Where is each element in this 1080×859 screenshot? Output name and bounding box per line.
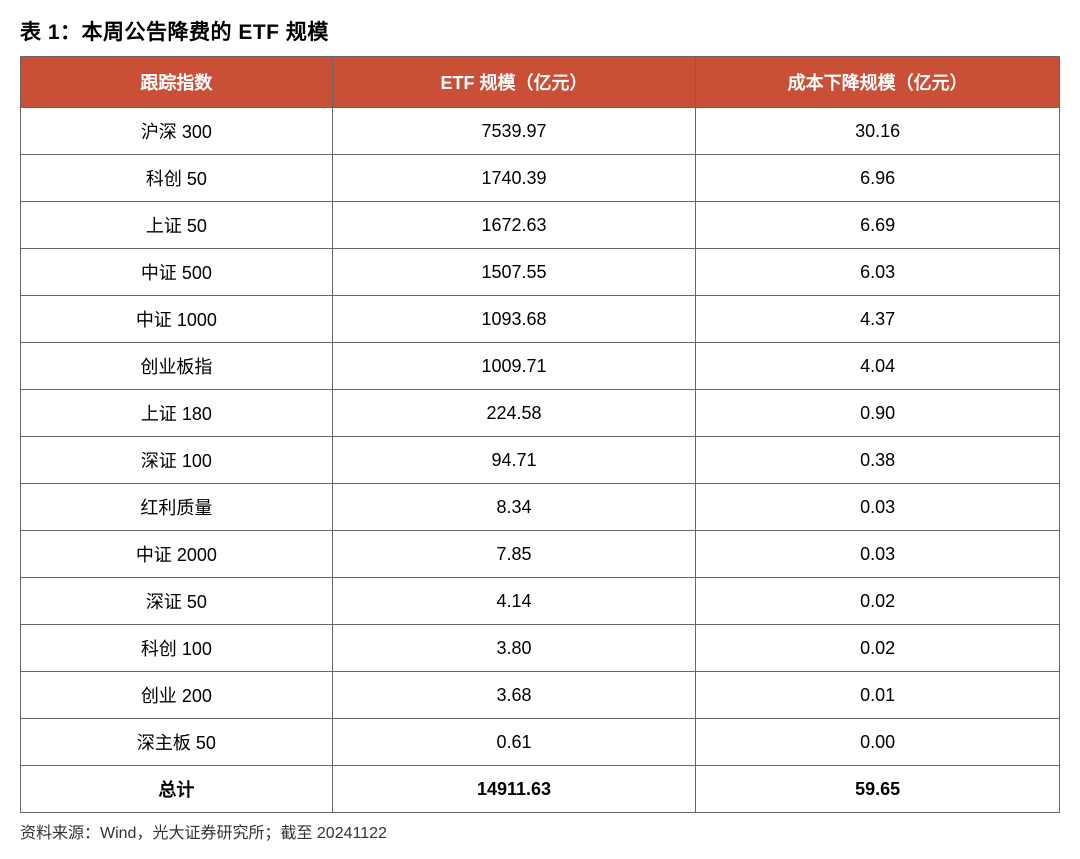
cell-index-name: 科创 50 (21, 155, 333, 202)
cell-index-name: 上证 50 (21, 202, 333, 249)
cell-total-label: 总计 (21, 766, 333, 813)
cell-cost-reduction: 0.00 (696, 719, 1060, 766)
table-row: 创业板指 1009.71 4.04 (21, 343, 1060, 390)
table-title: 表 1：本周公告降费的 ETF 规模 (20, 16, 1060, 46)
cell-etf-scale: 1009.71 (332, 343, 696, 390)
cell-cost-reduction: 6.69 (696, 202, 1060, 249)
cell-cost-reduction: 0.03 (696, 531, 1060, 578)
cell-cost-reduction: 0.03 (696, 484, 1060, 531)
table-row: 上证 50 1672.63 6.69 (21, 202, 1060, 249)
table-total-row: 总计 14911.63 59.65 (21, 766, 1060, 813)
cell-etf-scale: 1093.68 (332, 296, 696, 343)
cell-etf-scale: 1740.39 (332, 155, 696, 202)
cell-total-etf-scale: 14911.63 (332, 766, 696, 813)
cell-cost-reduction: 4.04 (696, 343, 1060, 390)
column-header-etf-scale: ETF 规模（亿元） (332, 57, 696, 108)
cell-etf-scale: 0.61 (332, 719, 696, 766)
table-row: 科创 50 1740.39 6.96 (21, 155, 1060, 202)
table-row: 沪深 300 7539.97 30.16 (21, 108, 1060, 155)
cell-index-name: 中证 2000 (21, 531, 333, 578)
table-header: 跟踪指数 ETF 规模（亿元） 成本下降规模（亿元） (21, 57, 1060, 108)
table-row: 红利质量 8.34 0.03 (21, 484, 1060, 531)
table-header-row: 跟踪指数 ETF 规模（亿元） 成本下降规模（亿元） (21, 57, 1060, 108)
cell-index-name: 中证 1000 (21, 296, 333, 343)
cell-index-name: 沪深 300 (21, 108, 333, 155)
cell-cost-reduction: 4.37 (696, 296, 1060, 343)
cell-index-name: 深证 100 (21, 437, 333, 484)
table-row: 深主板 50 0.61 0.00 (21, 719, 1060, 766)
cell-index-name: 红利质量 (21, 484, 333, 531)
table-row: 中证 2000 7.85 0.03 (21, 531, 1060, 578)
cell-total-cost-reduction: 59.65 (696, 766, 1060, 813)
cell-cost-reduction: 0.38 (696, 437, 1060, 484)
cell-cost-reduction: 0.90 (696, 390, 1060, 437)
cell-index-name: 深证 50 (21, 578, 333, 625)
cell-etf-scale: 3.80 (332, 625, 696, 672)
table-row: 上证 180 224.58 0.90 (21, 390, 1060, 437)
cell-etf-scale: 1672.63 (332, 202, 696, 249)
cell-cost-reduction: 0.02 (696, 578, 1060, 625)
cell-etf-scale: 3.68 (332, 672, 696, 719)
cell-index-name: 创业 200 (21, 672, 333, 719)
cell-cost-reduction: 30.16 (696, 108, 1060, 155)
cell-etf-scale: 4.14 (332, 578, 696, 625)
table-body: 沪深 300 7539.97 30.16 科创 50 1740.39 6.96 … (21, 108, 1060, 813)
cell-etf-scale: 1507.55 (332, 249, 696, 296)
cell-index-name: 深主板 50 (21, 719, 333, 766)
table-row: 深证 50 4.14 0.02 (21, 578, 1060, 625)
cell-index-name: 科创 100 (21, 625, 333, 672)
source-note: 资料来源：Wind，光大证券研究所；截至 20241122 (20, 819, 1060, 843)
cell-etf-scale: 7.85 (332, 531, 696, 578)
cell-etf-scale: 7539.97 (332, 108, 696, 155)
column-header-cost-reduction: 成本下降规模（亿元） (696, 57, 1060, 108)
table-row: 深证 100 94.71 0.38 (21, 437, 1060, 484)
cell-cost-reduction: 6.96 (696, 155, 1060, 202)
cell-etf-scale: 8.34 (332, 484, 696, 531)
column-header-index: 跟踪指数 (21, 57, 333, 108)
cell-index-name: 中证 500 (21, 249, 333, 296)
table-row: 中证 500 1507.55 6.03 (21, 249, 1060, 296)
cell-cost-reduction: 0.02 (696, 625, 1060, 672)
cell-index-name: 上证 180 (21, 390, 333, 437)
cell-cost-reduction: 6.03 (696, 249, 1060, 296)
cell-etf-scale: 94.71 (332, 437, 696, 484)
table-row: 中证 1000 1093.68 4.37 (21, 296, 1060, 343)
cell-cost-reduction: 0.01 (696, 672, 1060, 719)
table-row: 科创 100 3.80 0.02 (21, 625, 1060, 672)
cell-index-name: 创业板指 (21, 343, 333, 390)
etf-scale-table: 跟踪指数 ETF 规模（亿元） 成本下降规模（亿元） 沪深 300 7539.9… (20, 56, 1060, 813)
table-row: 创业 200 3.68 0.01 (21, 672, 1060, 719)
cell-etf-scale: 224.58 (332, 390, 696, 437)
